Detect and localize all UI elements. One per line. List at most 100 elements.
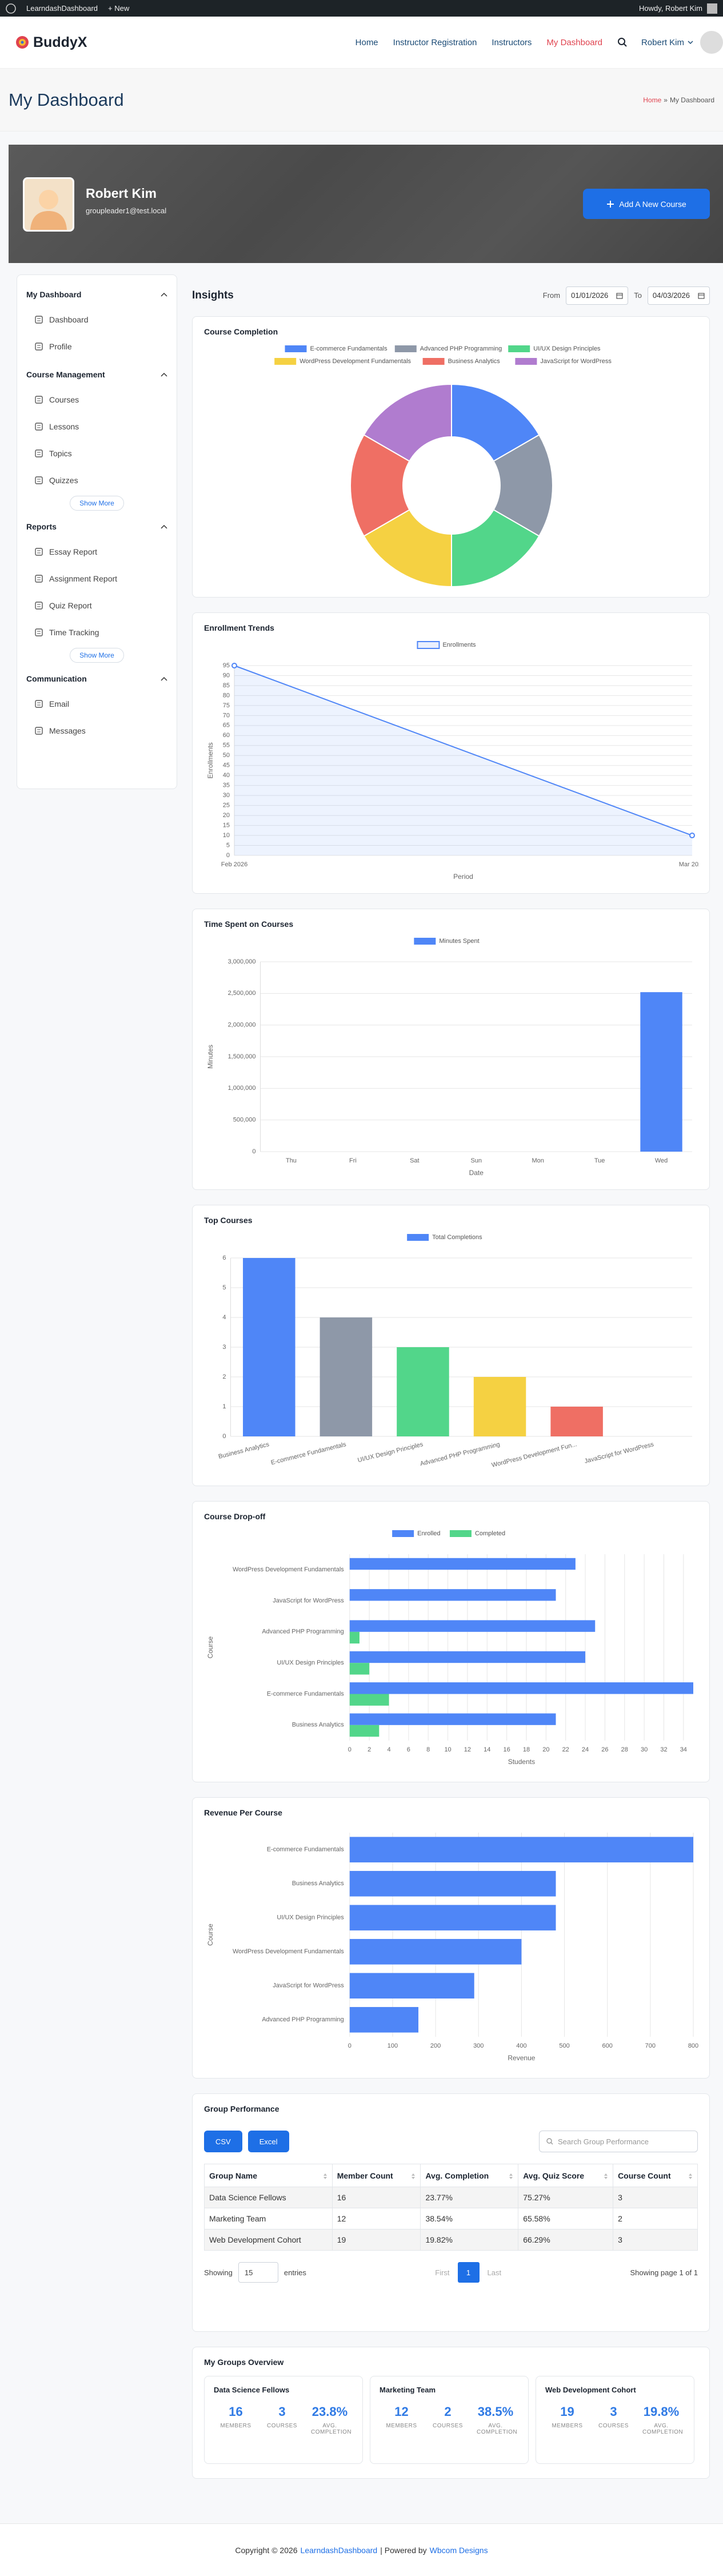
to-date[interactable]: 04/03/2026	[647, 286, 710, 305]
sidebar-item[interactable]: Email	[26, 690, 167, 717]
sidebar-item[interactable]: Time Tracking	[26, 619, 167, 646]
last-page[interactable]: Last	[487, 2268, 502, 2277]
sidebar-heading[interactable]: My Dashboard	[26, 283, 167, 306]
sidebar-item[interactable]: Messages	[26, 717, 167, 744]
sidebar-heading[interactable]: Reports	[26, 515, 167, 538]
from-date[interactable]: 01/01/2026	[566, 286, 629, 305]
insights-bar: Insights From 01/01/2026 To 04/03/2026	[192, 274, 710, 316]
add-course-button[interactable]: Add A New Course	[583, 189, 710, 219]
y-tick-label: 10	[223, 832, 230, 839]
x-tick-label: 2	[368, 1746, 371, 1753]
bar	[349, 1558, 576, 1570]
sidebar-item[interactable]: Dashboard	[26, 306, 167, 333]
sidebar-heading[interactable]: Course Management	[26, 363, 167, 386]
bar	[349, 1725, 380, 1737]
sidebar-item[interactable]: Essay Report	[26, 538, 167, 565]
stat-value: 2	[444, 2404, 452, 2419]
item-icon	[35, 342, 43, 351]
sidebar-item[interactable]: Profile	[26, 333, 167, 360]
stat-label: AVG. COMPLETION	[477, 2423, 518, 2435]
donut-segment	[363, 383, 452, 462]
table-cell: Data Science Fellows	[204, 2187, 333, 2208]
site-header: BuddyX Home Instructor Registration Instru…	[0, 17, 723, 69]
logo[interactable]: BuddyX	[15, 34, 87, 51]
item-label: Assignment Report	[49, 574, 118, 583]
table-cell: 12	[331, 2208, 421, 2229]
show-more-button[interactable]: Show More	[70, 648, 124, 663]
x-tick-label: 30	[641, 1746, 648, 1753]
nav-link[interactable]: Instructor Registration	[393, 37, 477, 47]
table-cell: 66.29%	[518, 2229, 614, 2251]
new-link[interactable]: + New	[108, 4, 130, 13]
table-tools: CSV Excel Search Group Performance	[204, 2131, 698, 2152]
user-name: Robert Kim	[641, 37, 684, 47]
first-page[interactable]: First	[435, 2268, 450, 2277]
column-header[interactable]: Member Count	[331, 2164, 421, 2187]
legend-label: WordPress Development Fundamentals	[299, 358, 411, 365]
legend-label: Enrolled	[417, 1530, 440, 1537]
site-link[interactable]: LearndashDashboard	[26, 4, 98, 13]
y-tick-label: 65	[223, 722, 230, 729]
crumb-home[interactable]: Home	[643, 95, 662, 104]
sidebar-section: Reports Essay Report Assignment Report Quiz…	[26, 515, 167, 663]
user-menu[interactable]: Robert Kim	[641, 31, 723, 54]
sidebar-item[interactable]: Lessons	[26, 413, 167, 440]
legend-label: Enrollments	[442, 642, 476, 648]
nav-link[interactable]: Instructors	[492, 37, 532, 47]
excel-button[interactable]: Excel	[247, 2131, 289, 2152]
column-label: Course Count	[618, 2171, 671, 2180]
nav-link[interactable]: Home	[355, 37, 378, 47]
sidebar-item[interactable]: Quizzes	[26, 467, 167, 493]
stat-label: COURSES	[598, 2423, 629, 2429]
table-cell: 2	[613, 2208, 698, 2229]
item-label: Quizzes	[49, 475, 78, 485]
insights-title: Insights	[192, 289, 234, 301]
y-tick-label: 5	[226, 842, 230, 849]
group-card: Data Science Fellows 16 MEMBERS 3 COURSES 23.…	[204, 2376, 363, 2464]
company-link[interactable]: Wbcom Designs	[429, 2545, 488, 2555]
stat-label: AVG. COMPLETION	[642, 2423, 684, 2435]
sidebar-item[interactable]: Assignment Report	[26, 565, 167, 592]
bar	[243, 1258, 295, 1436]
bar	[349, 1631, 359, 1644]
legend-swatch	[407, 1234, 429, 1241]
y-axis-title: Course	[206, 1924, 214, 1946]
nav-link[interactable]: My Dashboard	[546, 37, 602, 47]
x-axis-title: Revenue	[508, 2054, 535, 2062]
sidebar-item[interactable]: Topics	[26, 440, 167, 467]
table-cell: Web Development Cohort	[204, 2229, 333, 2251]
column-header[interactable]: Group Name	[204, 2164, 333, 2187]
main: Insights From 01/01/2026 To 04/03/2026 C…	[192, 274, 710, 2494]
entries-select[interactable]: 15	[238, 2262, 278, 2283]
table-footer: Showing 15 entries First 1 Last Showing …	[204, 2262, 698, 2283]
column-header[interactable]: Avg. Completion	[420, 2164, 519, 2187]
y-tick-label: 15	[223, 822, 230, 829]
sort-icon	[689, 2173, 692, 2179]
sidebar-section: Course Management Courses Lessons Topics Qui…	[26, 363, 167, 511]
item-label: Lessons	[49, 421, 79, 431]
x-tick-label: 0	[348, 2043, 351, 2049]
account[interactable]: Howdy, Robert Kim	[639, 3, 717, 14]
y-tick-label: 30	[223, 792, 230, 799]
x-tick-label: 28	[621, 1746, 628, 1753]
group-stat: 12 MEMBERS	[380, 2404, 424, 2435]
sidebar-item[interactable]: Courses	[26, 386, 167, 413]
sidebar-heading[interactable]: Communication	[26, 667, 167, 690]
show-more-button[interactable]: Show More	[70, 496, 124, 511]
site-link[interactable]: LearndashDashboard	[300, 2545, 378, 2555]
column-header[interactable]: Course Count	[613, 2164, 698, 2187]
column-header[interactable]: Avg. Quiz Score	[518, 2164, 614, 2187]
search-box[interactable]: Search Group Performance	[539, 2131, 698, 2152]
sidebar-item[interactable]: Quiz Report	[26, 592, 167, 619]
search-placeholder: Search Group Performance	[558, 2137, 649, 2146]
csv-button[interactable]: CSV	[204, 2131, 242, 2152]
item-label: Dashboard	[49, 314, 89, 324]
page-button[interactable]: 1	[457, 2262, 480, 2283]
legend-swatch	[449, 1530, 472, 1537]
y-tick-label: 3	[222, 1344, 226, 1351]
x-tick-label: 8	[426, 1746, 430, 1753]
x-tick-label: Sat	[410, 1157, 420, 1164]
date-value: 04/03/2026	[652, 291, 690, 300]
bar	[640, 992, 682, 1152]
search-icon[interactable]	[617, 37, 628, 47]
